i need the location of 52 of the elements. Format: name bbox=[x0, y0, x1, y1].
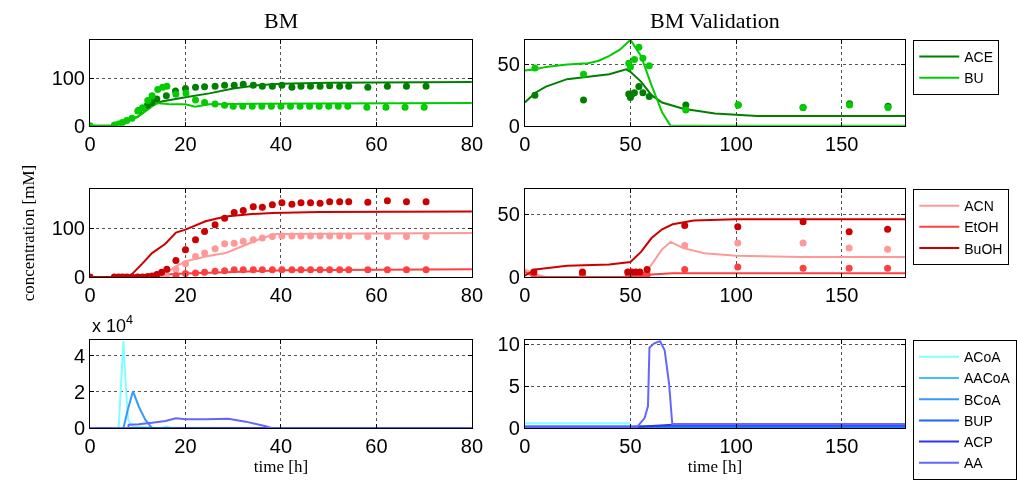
legend-label: BuOH bbox=[964, 240, 1003, 257]
x-tick-label: 50 bbox=[619, 284, 642, 307]
x-tick-label: 80 bbox=[460, 284, 484, 307]
y-tick-label: 2 bbox=[73, 380, 85, 403]
x-tick-label: 60 bbox=[365, 132, 388, 155]
y-tick-label: 100 bbox=[51, 67, 85, 90]
x-tick-label: 40 bbox=[269, 132, 293, 155]
x-tick-label: 40 bbox=[269, 435, 293, 458]
x-tick-label: 20 bbox=[174, 435, 197, 458]
y-tick-label: 0 bbox=[73, 266, 85, 289]
x-tick-label: 60 bbox=[365, 435, 388, 458]
y-tick-label: 4 bbox=[73, 344, 85, 367]
x-tick-label: 20 bbox=[174, 132, 197, 155]
x-tick-label: 80 bbox=[460, 435, 484, 458]
legend-label: ACN bbox=[964, 198, 994, 215]
x-tick-label: 60 bbox=[365, 284, 388, 307]
y-tick-label: 50 bbox=[497, 53, 520, 76]
y-tick-label: 10 bbox=[497, 333, 520, 356]
legend-label: AACoA bbox=[964, 370, 1011, 387]
x-tick-label: 100 bbox=[719, 284, 753, 307]
text: x 10$^{4}$ bbox=[92, 313, 134, 336]
x-tick-label: 100 bbox=[719, 435, 753, 458]
legend-label: ACE bbox=[964, 48, 994, 65]
x-tick-label: 150 bbox=[825, 284, 859, 307]
y-tick-label: 0 bbox=[508, 114, 520, 137]
y-tick-label: 0 bbox=[508, 266, 520, 289]
x-tick-label: 50 bbox=[619, 132, 642, 155]
y-tick-label: 0 bbox=[73, 417, 85, 440]
x-tick-label: 40 bbox=[269, 284, 293, 307]
chart-title: BM bbox=[264, 8, 299, 33]
x-tick-label: 150 bbox=[825, 435, 859, 458]
legend-label: EtOH bbox=[964, 219, 999, 236]
legend-label: BCoA bbox=[964, 391, 1002, 408]
legend-label: BU bbox=[964, 70, 984, 87]
y-tick-label: 0 bbox=[73, 114, 85, 137]
x-tick-label: 50 bbox=[619, 435, 642, 458]
legend-label: BUP bbox=[964, 412, 993, 429]
legend-label: AA bbox=[964, 455, 984, 472]
y-tick-label: 50 bbox=[497, 203, 520, 226]
y-tick-label: 5 bbox=[508, 375, 520, 398]
x-tick-label: 100 bbox=[719, 132, 753, 155]
legend-label: ACP bbox=[964, 434, 993, 451]
x-axis-title: time [h] bbox=[253, 457, 309, 477]
y-tick-label: 100 bbox=[51, 217, 85, 240]
x-tick-label: 80 bbox=[460, 132, 484, 155]
chart-title: BM Validation bbox=[650, 8, 780, 33]
y-tick-label: 0 bbox=[508, 417, 520, 440]
x-axis-title: time [h] bbox=[687, 457, 743, 477]
y-axis-title: concentration [mM] bbox=[19, 164, 39, 302]
x-tick-label: 150 bbox=[825, 132, 859, 155]
x-tick-label: 20 bbox=[174, 284, 197, 307]
legend-label: ACoA bbox=[964, 349, 1002, 366]
